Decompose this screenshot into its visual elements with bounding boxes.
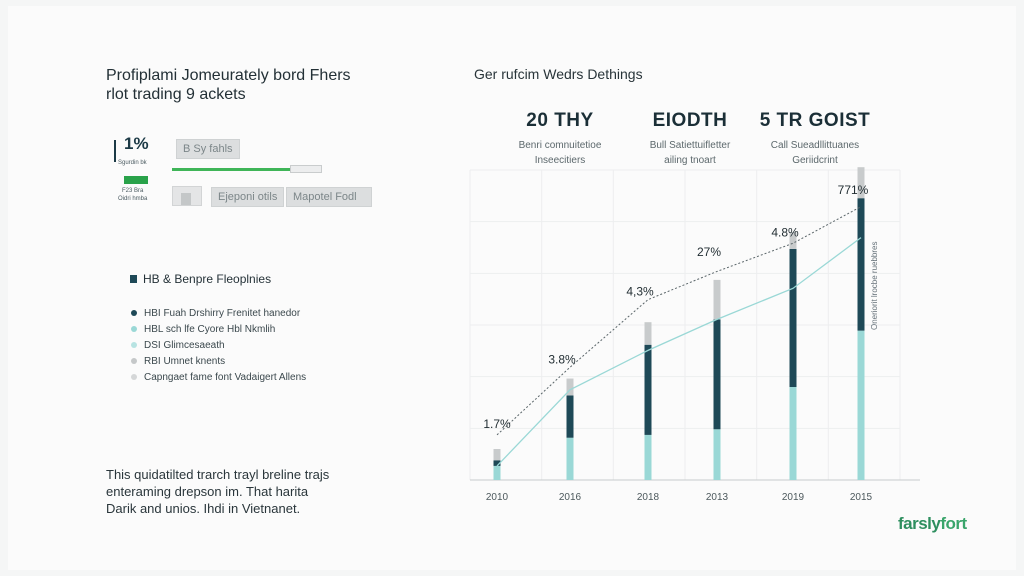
brand-logo-part-1: farsly	[898, 514, 941, 533]
x-tick-label: 2015	[850, 492, 873, 503]
stat-3: 5 TR GOIST Call Sueadllittuanes Geriidcr…	[755, 110, 875, 168]
legend-dot-icon	[131, 374, 137, 380]
bar-segment	[644, 322, 652, 345]
bar-segment	[566, 437, 574, 480]
panel-green-bar	[124, 176, 148, 184]
stat-1-value: 20 THY	[526, 110, 594, 131]
panel-sub-label: Sgurdin bk	[118, 160, 147, 166]
bar-segment	[713, 279, 721, 320]
x-tick-label: 2016	[559, 492, 582, 503]
image-placeholder-icon	[172, 186, 202, 206]
legend-item-label: HBL sch lfe Cyore Hbl Nkmlih	[144, 323, 276, 335]
bar-segment	[566, 378, 574, 396]
legend-item: Capngaet fame font Vadaigert Allens	[131, 369, 306, 385]
stat-1-line-1: Benri comnuitetioe	[518, 140, 602, 151]
bar-segment	[713, 429, 721, 480]
x-tick-label: 2019	[782, 492, 805, 503]
main-title-line-1: Profiplami Jomeurately bord Fhers	[106, 67, 351, 84]
legend-item-label: Capngaet fame font Vadaigert Allens	[144, 371, 307, 383]
legend-dot-icon	[131, 310, 137, 316]
panel-badge-line-2: Oidri hmba	[118, 196, 148, 202]
bar-segment	[857, 167, 865, 199]
bar-segment	[789, 248, 797, 387]
legend-item: HBL sch lfe Cyore Hbl Nkmlih	[131, 321, 306, 337]
bar-segment	[566, 395, 574, 438]
pill-button-left[interactable]: Ejeponi otils	[211, 187, 285, 207]
stat-3-value: 5 TR GOIST	[759, 110, 871, 131]
bar-segment	[789, 387, 797, 480]
bar-segment	[857, 198, 865, 331]
data-label: 4,3%	[626, 285, 654, 299]
footnote-line-1: This quidatilted trarch trayl breline tr…	[106, 467, 330, 482]
bar-segment	[713, 319, 721, 430]
pill-button-top[interactable]: B Sy fahls	[176, 139, 240, 159]
legend-heading-text: HB & Benpre Fleoplnies	[143, 272, 272, 286]
bar-segment	[493, 465, 501, 480]
stat-3-line-2: Geriidcrint	[792, 155, 838, 166]
canvas-frame	[8, 6, 1016, 570]
stat-2: EIODTH Bull Satiettuifletter ailing tnoa…	[630, 110, 750, 168]
stat-1-line-2: Inseecitiers	[534, 155, 586, 166]
footnote: This quidatilted trarch trayl breline tr…	[106, 466, 396, 517]
legend: HBI Fuah Drshirry Frenitet hanedor HBL sc…	[131, 305, 306, 385]
legend-item-label: DSI Glimcesaeath	[144, 339, 225, 351]
data-label: 27%	[697, 245, 721, 259]
legend-item-label: HBI Fuah Drshirry Frenitet hanedor	[144, 307, 301, 319]
data-label: 771%	[838, 183, 869, 197]
panel-percent: 1%	[124, 134, 149, 153]
trend-line	[496, 237, 862, 467]
footnote-line-3: Darik and unios. Ihdi in Vietnanet.	[106, 501, 301, 516]
dashed-trend-line	[496, 206, 862, 436]
legend-item: RBI Umnet knents	[131, 353, 306, 369]
x-tick-label: 2013	[706, 492, 729, 503]
legend-item: DSI Glimcesaeath	[131, 337, 306, 353]
main-title-line-2: rlot trading 9 ackets	[106, 86, 246, 103]
slider-handle[interactable]	[290, 165, 322, 173]
legend-heading: HB & Benpre Fleoplnies	[130, 272, 271, 286]
bar-segment	[857, 330, 865, 480]
legend-heading-marker	[130, 275, 137, 283]
slider-track[interactable]	[172, 168, 322, 171]
summary-panel: 1% Sgurdin bk F23 Bra Oidri hmba	[110, 134, 162, 206]
panel-accent-line	[114, 140, 116, 162]
brand-logo: farslyfort	[898, 514, 967, 534]
data-label: 3.8%	[548, 352, 576, 366]
data-label: 1.7%	[483, 417, 511, 431]
bar-segment	[644, 434, 652, 480]
chart-title: Ger rufcim Wedrs Dethings	[474, 66, 643, 82]
bar-segment	[789, 232, 797, 249]
data-label: 4.8%	[771, 225, 799, 239]
brand-logo-part-2: fort	[940, 514, 967, 533]
x-tick-label: 2010	[486, 492, 509, 503]
stat-2-value: EIODTH	[652, 110, 728, 131]
panel-badge-line-1: F23 Bra	[122, 188, 144, 194]
bar-segment	[493, 460, 501, 466]
footnote-line-2: enteraming drepson im. That harita	[106, 484, 309, 499]
pill-button-right[interactable]: Mapotel Fodl	[286, 187, 372, 207]
legend-item: HBI Fuah Drshirry Frenitet hanedor	[131, 305, 306, 321]
stat-2-line-1: Bull Satiettuifletter	[649, 140, 731, 151]
legend-item-label: RBI Umnet knents	[144, 355, 226, 367]
legend-dot-icon	[131, 326, 137, 332]
bar-segment	[493, 449, 501, 461]
stat-3-line-1: Call Sueadllittuanes	[770, 140, 860, 151]
x-tick-label: 2018	[637, 492, 660, 503]
main-title: Profiplami Jomeurately bord Fhers rlot t…	[106, 66, 426, 104]
stat-1: 20 THY Benri comnuitetioe Inseecitiers	[505, 110, 615, 168]
legend-dot-icon	[131, 358, 137, 364]
bar-segment	[644, 344, 652, 435]
side-label: Oneriorit lrocbe ruebbres	[870, 242, 879, 330]
legend-dot-icon	[131, 342, 137, 348]
stat-2-line-2: ailing tnoart	[664, 155, 716, 166]
